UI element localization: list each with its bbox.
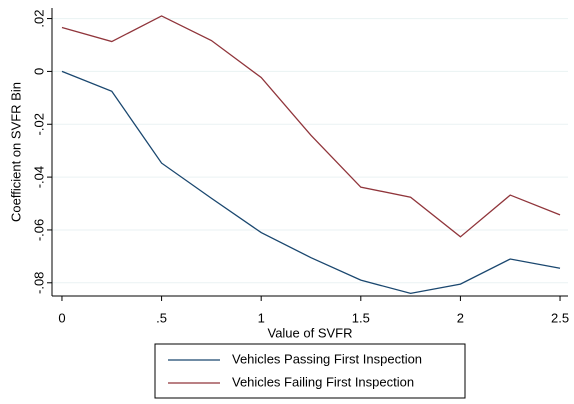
y-tick-label: -.06 (31, 219, 46, 241)
x-tick-label: 2.5 (551, 310, 569, 325)
x-tick-label: 1.5 (352, 310, 370, 325)
y-tick-label: -.08 (31, 272, 46, 294)
y-axis-label: Coefficient on SVFR Bin (8, 82, 23, 222)
x-tick-label: 2 (457, 310, 464, 325)
x-tick-label: 0 (58, 310, 65, 325)
y-tick-label: .02 (31, 10, 46, 28)
y-tick-label: -.02 (31, 113, 46, 135)
legend-label: Vehicles Failing First Inspection (232, 374, 414, 389)
x-axis-label: Value of SVFR (267, 325, 352, 340)
x-tick-label: .5 (156, 310, 167, 325)
y-tick-label: 0 (31, 68, 46, 75)
series-line (61, 15, 561, 238)
series-line (61, 70, 561, 295)
y-tick-label: -.04 (31, 166, 46, 188)
x-tick-label: 1 (258, 310, 265, 325)
legend-label: Vehicles Passing First Inspection (232, 351, 422, 366)
legend-box (154, 343, 466, 399)
